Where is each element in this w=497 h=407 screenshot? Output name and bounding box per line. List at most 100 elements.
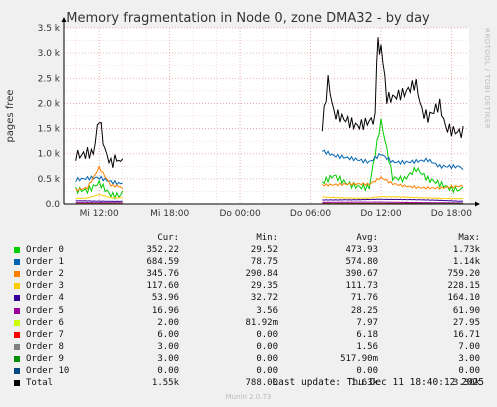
series-line-total <box>321 37 464 139</box>
series-line-total <box>75 122 124 168</box>
series-line-order-3 <box>322 195 464 200</box>
legend-max: 7.00 <box>458 341 480 352</box>
legend-avg: 111.73 <box>345 281 378 292</box>
legend-label: Order 1 <box>26 257 64 268</box>
legend-swatch <box>14 355 20 362</box>
legend-label: Order 0 <box>26 245 64 256</box>
y-tick-label: 2.5 k <box>38 74 61 84</box>
legend-label: Order 5 <box>26 305 64 316</box>
legend-max: 16.71 <box>452 329 480 340</box>
legend-max: 3.30k <box>452 378 480 389</box>
legend-max: 759.20 <box>447 269 480 280</box>
y-axis-arrow <box>61 17 67 22</box>
y-tick-label: 3.5 k <box>38 24 61 34</box>
legend-swatch <box>14 295 20 302</box>
legend-min: 29.35 <box>250 281 278 292</box>
y-tick-label: 1.0 k <box>38 150 61 160</box>
legend-cur: 3.00 <box>157 341 179 352</box>
y-axis-label: pages free <box>5 89 16 142</box>
legend-swatch <box>14 283 20 290</box>
x-tick-label: Mi 18:00 <box>150 209 189 219</box>
legend-cur: 16.96 <box>151 305 179 316</box>
x-tick-label: Mi 12:00 <box>80 209 119 219</box>
legend-cur: 53.96 <box>151 293 179 304</box>
legend-label: Order 3 <box>26 281 64 292</box>
x-tick-label: Do 12:00 <box>360 209 402 219</box>
legend-cur: 3.00 <box>157 353 179 364</box>
series-line-order-4 <box>322 198 464 202</box>
legend-min: 0.00 <box>256 329 278 340</box>
legend-swatch <box>14 368 20 375</box>
legend-min: 0.00 <box>256 341 278 352</box>
legend-row: Order 10 0.00 0.00 0.00 0.00 <box>14 365 486 377</box>
legend-row: Order 0 352.22 29.52 473.93 1.73k <box>14 244 486 256</box>
legend-cur: 1.55k <box>151 378 179 389</box>
y-tick-label: 0.0 <box>46 200 61 210</box>
y-tick-label: 3.0 k <box>38 49 61 59</box>
legend-min: 290.84 <box>245 269 278 280</box>
legend-header: Cur: Min: Avg: Max: <box>14 232 486 244</box>
legend-label: Order 9 <box>26 353 64 364</box>
series-line-order-1 <box>322 149 464 170</box>
legend-label: Order 4 <box>26 293 64 304</box>
legend-max: 3.00 <box>458 353 480 364</box>
plot-area <box>64 28 469 204</box>
legend-avg: 517.90m <box>340 353 378 364</box>
legend-avg: 1.56 <box>356 341 378 352</box>
legend-swatch <box>14 307 20 314</box>
legend-row: Order 8 3.00 0.00 1.56 7.00 <box>14 341 486 353</box>
side-label: RRDTOOL / TOBI OETIKER <box>483 28 491 129</box>
legend-max: 1.73k <box>452 245 480 256</box>
legend-min: 0.00 <box>256 353 278 364</box>
legend-row: Order 6 2.00 81.92m 7.97 27.95 <box>14 317 486 329</box>
legend-row: Order 3 117.60 29.35 111.73 228.15 <box>14 280 486 292</box>
series-line-order-0 <box>321 118 464 194</box>
legend-max: 228.15 <box>447 281 480 292</box>
legend-max: 1.14k <box>452 257 480 268</box>
legend-max: 61.90 <box>452 305 480 316</box>
legend-row: Order 7 6.00 0.00 6.18 16.71 <box>14 329 486 341</box>
series-line-order-3 <box>75 194 123 200</box>
legend-max: 164.10 <box>447 293 480 304</box>
legend-min: 788.00 <box>245 378 278 389</box>
legend-cur: 2.00 <box>157 317 179 328</box>
series-line-order-1 <box>75 175 123 186</box>
legend-min: 78.75 <box>250 257 278 268</box>
legend-avg: 6.18 <box>356 329 378 340</box>
legend-max: 0.00 <box>458 366 480 377</box>
legend-label: Order 6 <box>26 317 64 328</box>
legend-header-avg: Avg: <box>356 233 378 243</box>
legend-cur: 0.00 <box>157 366 179 377</box>
legend-avg: 574.80 <box>345 257 378 268</box>
legend-row: Order 9 3.00 0.00 517.90m 3.00 <box>14 353 486 365</box>
series-line-order-4 <box>75 200 123 203</box>
legend-min: 0.00 <box>256 366 278 377</box>
legend-row: Order 1 684.59 78.75 574.80 1.14k <box>14 256 486 268</box>
legend-avg: 390.67 <box>345 269 378 280</box>
legend-label: Order 2 <box>26 269 64 280</box>
series-line-order-2 <box>75 165 124 192</box>
footer-credit: Munin 2.0.73 <box>225 393 272 401</box>
legend-label: Order 10 <box>26 366 70 377</box>
legend-avg: 473.93 <box>345 245 378 256</box>
legend-min: 3.56 <box>256 305 278 316</box>
legend-label: Total <box>26 378 54 389</box>
x-axis-arrow <box>475 201 480 207</box>
legend-swatch <box>14 319 20 326</box>
legend-avg: 1.63k <box>350 378 378 389</box>
legend-cur: 117.60 <box>146 281 179 292</box>
legend-header-max: Max: <box>458 233 480 243</box>
legend-min: 81.92m <box>245 317 278 328</box>
grid <box>64 27 469 205</box>
series-line-order-2 <box>322 176 464 190</box>
legend: Cur: Min: Avg: Max: Order 0 352.22 29.52 47… <box>14 232 486 389</box>
axes: 0.0 0.5 k 1.0 k 1.5 k 2.0 k 2.5 k 3.0 k 3.5 k Mi… <box>38 17 480 219</box>
y-tick-label: 0.5 k <box>38 175 61 185</box>
legend-swatch <box>14 343 20 350</box>
series-line-order-5 <box>322 201 464 204</box>
legend-label: Order 8 <box>26 341 64 352</box>
x-tick-label: Do 18:00 <box>431 209 473 219</box>
legend-cur: 345.76 <box>146 269 179 280</box>
y-tick-label: 1.5 k <box>38 125 61 135</box>
legend-min: 29.52 <box>250 245 278 256</box>
